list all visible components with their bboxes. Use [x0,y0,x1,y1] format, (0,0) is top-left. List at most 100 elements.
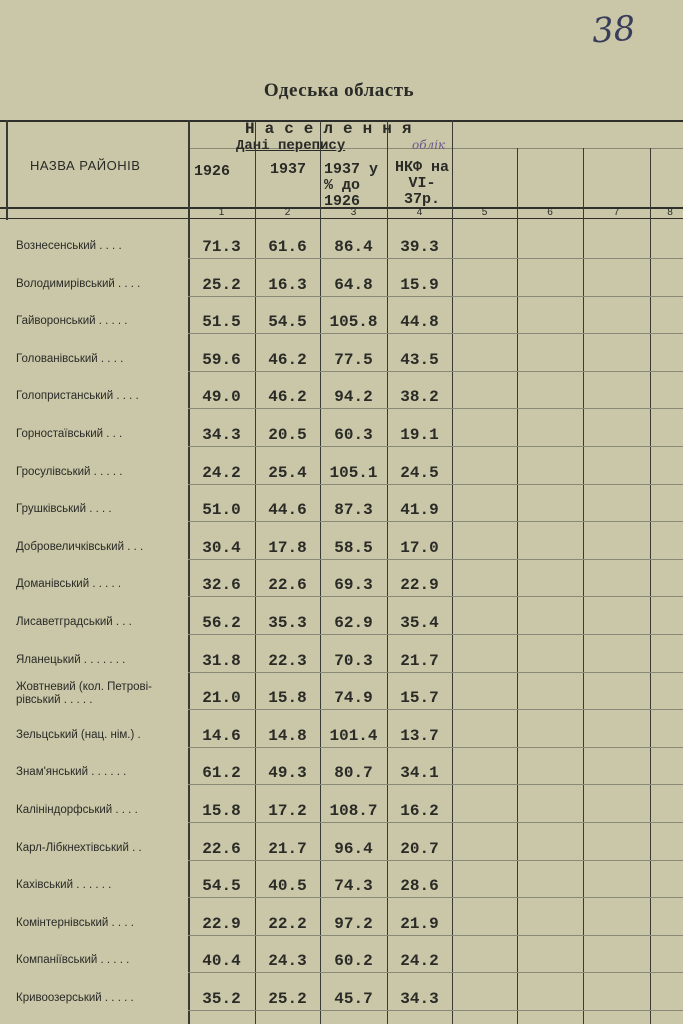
value-cell: 25.2 [202,275,241,294]
value-cell: 54.5 [268,313,307,332]
value-cell: 54.5 [202,877,241,896]
value-cell: 35.2 [202,990,241,1008]
district-name: Горностаївський . . . [16,428,123,440]
district-name: Вознесенський . . . . [16,240,122,252]
handwritten-note: облік [412,138,446,152]
value-cell: 16.3 [268,275,307,294]
value-cell: 51.5 [202,313,241,332]
value-cell: 17.8 [268,538,307,557]
value-cell: 34.3 [400,990,439,1008]
row-divider [188,671,683,673]
value-cell: 62.9 [334,614,373,632]
value-cell: 105.1 [329,463,378,482]
header-district-name: НАЗВА РАЙОНІВ [30,158,141,173]
divider [0,218,683,219]
value-cell: 17.0 [400,538,439,557]
header-population: Населення [245,120,422,138]
column-divider [188,120,190,1024]
value-cell: 96.4 [334,839,373,858]
column-divider [255,120,256,1024]
value-cell: 60.2 [334,952,373,971]
value-cell: 22.9 [400,576,439,595]
row-divider [188,370,683,372]
header-col-1937: 1937 [270,161,307,178]
district-name: Володимирівський . . . . [16,277,141,290]
column-number: 3 [350,207,357,218]
value-cell: 25.4 [268,463,307,482]
divider [188,148,683,149]
row-divider [188,558,683,560]
value-cell: 108.7 [329,802,378,820]
value-cell: 45.7 [334,990,373,1008]
value-cell: 40.4 [202,952,241,971]
value-cell: 58.5 [334,538,373,557]
district-name: Кахівський . . . . . . [16,879,112,892]
header-bottom-border [0,207,683,209]
column-divider [320,120,321,1024]
header-col-nkf: НКФ на VI-37р. [394,159,449,208]
value-cell: 49.3 [268,764,307,783]
district-name: Яланецький . . . . . . . [16,653,126,666]
value-cell: 46.2 [268,388,307,407]
value-cell: 28.6 [400,877,439,896]
row-divider [188,746,683,748]
value-cell: 43.5 [400,350,439,369]
value-cell: 64.8 [334,275,373,294]
value-cell: 31.8 [202,651,241,670]
district-name: Гайворонський . . . . . [16,315,128,328]
value-cell: 24.5 [400,463,439,482]
column-number: 6 [547,207,553,218]
value-cell: 101.4 [329,726,378,745]
district-name: Жовтневий (кол. Петрові-рівський . . . .… [16,681,152,707]
value-cell: 38.2 [400,388,439,407]
value-cell: 41.9 [400,501,439,520]
value-cell: 71.3 [202,238,241,256]
row-divider [188,859,683,861]
value-cell: 17.2 [268,802,307,820]
value-cell: 13.7 [400,726,439,745]
value-cell: 14.8 [268,726,307,745]
column-number: 7 [613,207,620,218]
district-name: Кривоозерський . . . . . [16,992,134,1004]
row-divider [188,295,683,297]
page-title: Одеська область [0,80,683,102]
value-cell: 20.5 [268,426,307,444]
value-cell: 32.6 [202,576,241,595]
row-divider [188,634,683,635]
district-name: Компаніївський . . . . . [16,954,130,967]
value-cell: 25.2 [268,990,307,1008]
value-cell: 21.7 [268,839,307,858]
column-divider [583,148,584,1024]
value-cell: 44.6 [268,501,307,520]
value-cell: 51.0 [202,501,241,520]
district-name: Знам'янський . . . . . . [16,766,127,779]
district-name: Гросулівський . . . . . [16,465,123,478]
value-cell: 24.2 [400,952,439,971]
row-divider [188,596,683,598]
row-divider [188,897,683,899]
value-cell: 30.4 [202,538,241,557]
column-divider [517,148,518,1024]
district-name: Голопристанський . . . . [16,390,139,403]
value-cell: 56.2 [202,614,241,632]
title-text: Одеська область [263,80,415,101]
value-cell: 97.2 [334,914,373,933]
column-divider [387,120,388,1024]
value-cell: 20.7 [400,839,439,858]
district-name: Лисаветградський . . . [16,616,132,628]
column-number: 5 [481,207,488,218]
row-divider [188,784,683,786]
value-cell: 22.9 [202,914,241,933]
value-cell: 21.0 [202,689,241,708]
value-cell: 21.9 [400,914,439,933]
column-number: 1 [218,207,225,218]
value-cell: 22.6 [268,576,307,595]
value-cell: 44.8 [400,313,439,332]
row-divider [188,972,683,974]
value-cell: 35.3 [268,614,307,632]
value-cell: 86.4 [334,238,373,256]
row-divider [188,333,683,335]
row-divider [188,483,683,485]
value-cell: 22.6 [202,839,241,858]
row-divider [188,446,683,447]
